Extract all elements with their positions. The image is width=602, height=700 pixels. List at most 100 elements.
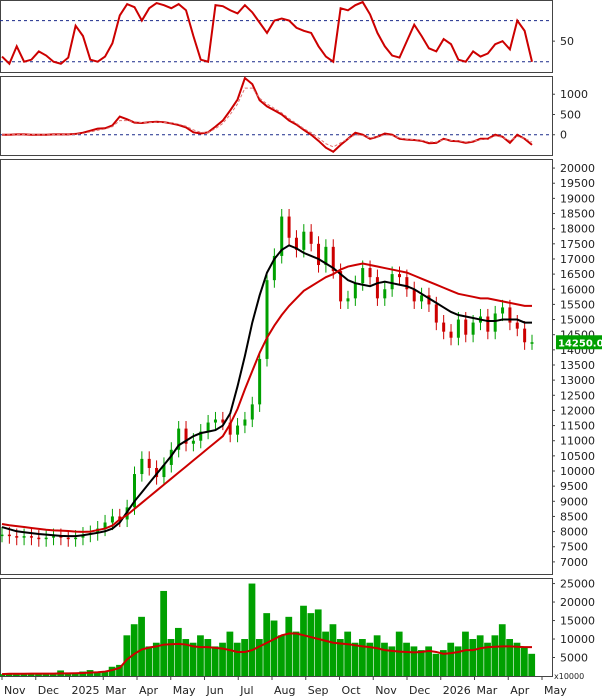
- price-candle: [302, 231, 306, 250]
- volume-bar: [469, 639, 477, 676]
- y-tick-label: 18000: [560, 223, 595, 236]
- volume-bar: [484, 642, 491, 676]
- volume-bar: [42, 674, 50, 676]
- x-tick-label: Mar: [477, 684, 498, 697]
- volume-bar: [130, 624, 138, 676]
- price-candle: [37, 537, 41, 540]
- price-candle: [213, 419, 217, 423]
- volume-bar: [211, 646, 219, 676]
- volume-bar: [263, 613, 271, 676]
- volume-bar: [94, 672, 101, 676]
- y-tick-label: 500: [560, 108, 581, 121]
- price-candle: [52, 536, 56, 538]
- volume-bar: [454, 646, 462, 676]
- volume-bar: [101, 671, 109, 676]
- price-candle: [44, 537, 48, 540]
- volume-bar: [270, 620, 278, 676]
- volume-bar: [528, 653, 536, 676]
- volume-bar: [322, 631, 329, 676]
- y-tick-label: 17000: [560, 253, 595, 266]
- volume-bar: [248, 583, 256, 676]
- price-candle: [508, 307, 512, 323]
- volume-bar: [71, 672, 79, 676]
- price-candle: [199, 431, 203, 441]
- x-tick-label: 2025: [72, 684, 100, 697]
- x-tick-label: Dec: [38, 684, 59, 697]
- volume-bar: [366, 642, 374, 676]
- price-candle: [7, 534, 11, 537]
- volume-bar: [64, 673, 72, 676]
- price-candle: [493, 313, 497, 332]
- y-tick-label: 12000: [560, 404, 595, 417]
- volume-bar: [336, 639, 344, 676]
- volume-bar: [439, 650, 447, 676]
- volume-bar: [167, 639, 175, 676]
- volume-ma-line: [1, 632, 532, 676]
- price-candle: [405, 277, 409, 290]
- y-tick-label: 16500: [560, 268, 595, 281]
- x-tick-label: Oct: [342, 684, 362, 697]
- price-candle: [501, 307, 505, 314]
- price-candle: [420, 295, 424, 302]
- price-candle: [515, 322, 519, 329]
- volume-bar: [13, 674, 20, 676]
- price-candle: [375, 277, 379, 299]
- price-candle: [184, 428, 188, 444]
- volume-bar: [403, 642, 410, 676]
- price-candle: [456, 319, 460, 338]
- y-tick-label: 11000: [560, 435, 595, 448]
- volume-bar: [189, 642, 197, 676]
- volume-bar: [300, 605, 307, 676]
- volume-bar: [381, 642, 388, 676]
- x-tick-label: Jul: [239, 684, 253, 697]
- volume-bar: [292, 631, 300, 676]
- price-candle: [258, 358, 262, 405]
- y-tick-label: 18500: [560, 208, 595, 221]
- y-tick-label: 8500: [560, 510, 588, 523]
- price-candle: [353, 283, 357, 299]
- price-candle: [280, 216, 284, 256]
- volume-bar: [226, 631, 234, 676]
- volume-bar: [123, 635, 131, 676]
- price-candle: [59, 536, 63, 538]
- volume-bar: [462, 631, 469, 676]
- price-candle: [236, 425, 240, 435]
- volume-bar: [285, 616, 293, 676]
- x-tick-label: Sep: [308, 684, 329, 697]
- price-candle: [103, 522, 107, 529]
- volume-bar: [233, 642, 241, 676]
- y-tick-label: 9500: [560, 480, 588, 493]
- x-tick-label: May: [544, 684, 567, 697]
- panel-frame-rsi: [0, 0, 553, 73]
- price-candle: [162, 464, 166, 478]
- volume-bar: [255, 639, 263, 676]
- volume-bar: [498, 624, 506, 676]
- rsi-line-0: [1, 0, 533, 66]
- y-tick-label: 13500: [560, 359, 595, 372]
- price-candle: [118, 516, 122, 520]
- price-candle: [390, 274, 394, 290]
- x-tick-label: Nov: [375, 684, 397, 697]
- volume-bar: [417, 650, 425, 676]
- price-ma_short-line: [1, 244, 532, 538]
- volume-bar: [35, 673, 42, 676]
- price-candle: [22, 536, 26, 538]
- volume-bar: [174, 627, 182, 676]
- price-candle: [74, 537, 78, 540]
- price-candle: [324, 246, 328, 266]
- volume-bar: [447, 642, 455, 676]
- y-tick-label: 19000: [560, 192, 595, 205]
- panel-frame-volume: [0, 578, 553, 677]
- volume-bar: [138, 616, 145, 676]
- price-candle: [442, 322, 446, 332]
- y-tick-label: 10500: [560, 450, 595, 463]
- y-tick-label: 20000: [560, 162, 595, 175]
- volume-bar: [388, 646, 396, 676]
- price-candle: [133, 474, 136, 508]
- volume-bar: [116, 664, 123, 676]
- x-tick-label: Mar: [105, 684, 126, 697]
- volume-bar: [373, 635, 381, 676]
- price-candle: [523, 328, 527, 343]
- y-tick-label: 10000: [560, 633, 595, 646]
